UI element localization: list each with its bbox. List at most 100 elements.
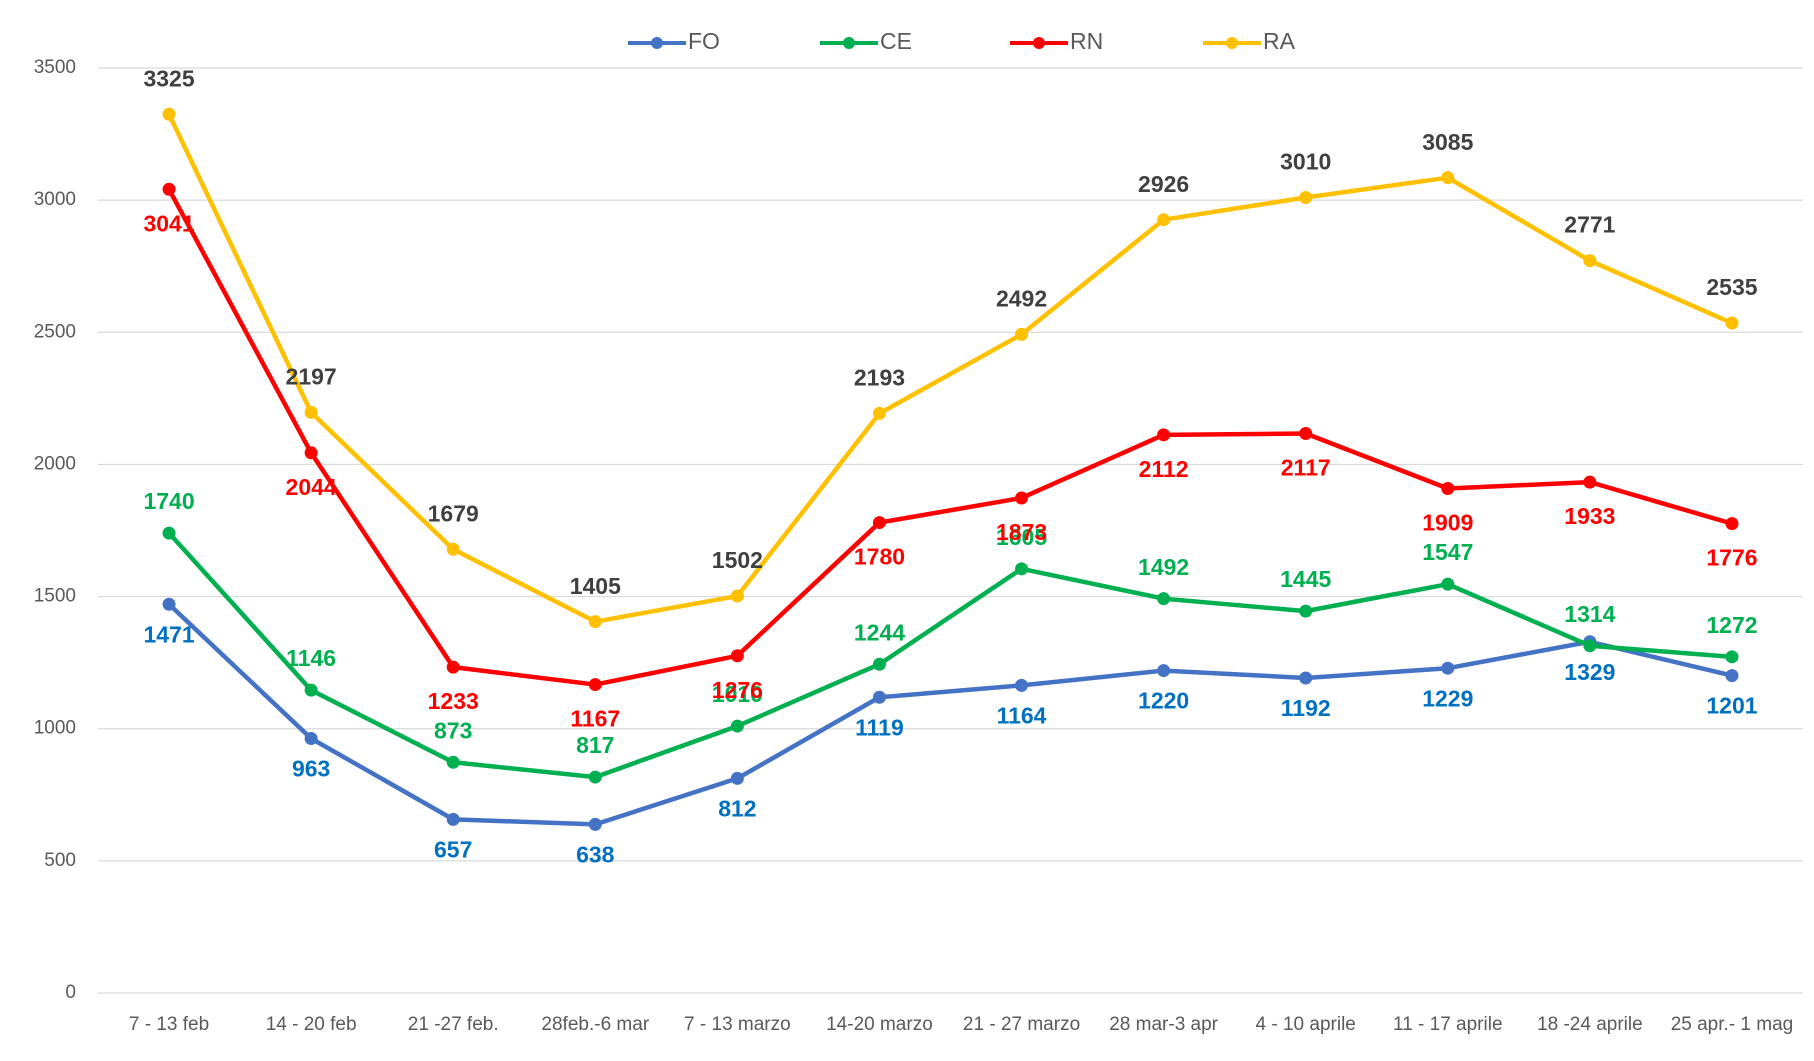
legend-marker	[843, 37, 855, 49]
data-point	[730, 771, 744, 785]
data-label: 1010	[712, 681, 763, 707]
data-point	[1015, 327, 1029, 341]
data-label: 638	[576, 841, 615, 867]
data-label: 1146	[286, 645, 336, 671]
data-point	[730, 589, 744, 603]
data-label: 1909	[1422, 510, 1473, 536]
data-label: 812	[718, 795, 756, 821]
data-label: 1492	[1138, 554, 1189, 580]
data-label: 1740	[143, 488, 194, 514]
data-point	[1441, 661, 1455, 675]
data-point	[1299, 191, 1313, 204]
data-point	[304, 446, 318, 460]
data-point	[446, 812, 460, 826]
x-tick-label: 25 apr.- 1 mag	[1671, 1014, 1794, 1035]
data-label: 1192	[1281, 695, 1331, 721]
data-label: 1164	[997, 702, 1047, 728]
data-point	[304, 683, 318, 697]
y-tick-label: 3500	[34, 57, 76, 78]
data-label: 1314	[1564, 601, 1615, 627]
data-label: 1405	[570, 573, 621, 599]
y-tick-label: 3000	[34, 189, 76, 210]
x-tick-label: 7 - 13 marzo	[684, 1014, 791, 1035]
data-label: 2197	[286, 363, 337, 389]
x-tick-label: 28 mar-3 apr	[1109, 1014, 1218, 1035]
y-tick-label: 1500	[34, 586, 76, 607]
data-label: 1244	[854, 619, 905, 645]
data-point	[1157, 664, 1171, 678]
data-label: 2193	[854, 364, 905, 390]
x-tick-label: 21 -27 feb.	[408, 1014, 499, 1035]
data-label: 2044	[286, 474, 337, 500]
data-label: 657	[434, 836, 472, 862]
data-point	[1441, 481, 1455, 495]
data-label: 2771	[1564, 212, 1615, 238]
data-point	[1299, 671, 1313, 685]
data-point	[1299, 427, 1313, 441]
data-label: 2492	[996, 285, 1047, 311]
x-tick-label: 14-20 marzo	[826, 1014, 933, 1035]
data-label: 1229	[1422, 685, 1473, 711]
data-point	[162, 526, 176, 540]
data-label: 1780	[854, 544, 905, 570]
data-point	[1157, 592, 1171, 606]
data-point	[1725, 669, 1739, 683]
data-label: 873	[434, 717, 472, 743]
data-point	[446, 660, 460, 674]
data-point	[1015, 678, 1029, 692]
legend-label: RN	[1070, 28, 1103, 54]
series-line	[167, 113, 1733, 624]
data-point	[446, 542, 460, 556]
x-tick-label: 4 - 10 aprile	[1256, 1014, 1356, 1035]
data-label: 3041	[143, 210, 194, 236]
data-label: 1329	[1564, 659, 1615, 685]
legend-marker	[651, 37, 663, 49]
data-point	[730, 719, 744, 733]
data-label: 1220	[1138, 688, 1189, 714]
y-tick-label: 2500	[34, 321, 76, 342]
x-tick-label: 18 -24 aprile	[1537, 1014, 1643, 1035]
data-label: 3010	[1280, 149, 1331, 175]
data-label: 2117	[1281, 455, 1331, 481]
data-label: 1119	[855, 714, 904, 740]
series-line	[167, 531, 1733, 780]
data-point	[1725, 316, 1739, 330]
data-point	[1583, 254, 1597, 268]
data-point	[588, 770, 602, 784]
data-label: 1776	[1706, 545, 1757, 571]
data-label: 3085	[1422, 129, 1473, 155]
data-label: 2535	[1706, 274, 1757, 300]
data-label: 1233	[428, 688, 479, 714]
data-point	[1583, 639, 1597, 653]
data-label: 1471	[143, 621, 194, 647]
data-point	[1583, 475, 1597, 489]
legend-marker	[1226, 37, 1238, 49]
series-line	[167, 602, 1733, 827]
y-tick-label: 1000	[34, 718, 76, 739]
legend-label: CE	[880, 28, 912, 54]
data-label: 1502	[712, 547, 763, 573]
data-point	[162, 182, 176, 196]
legend-label: FO	[688, 28, 720, 54]
data-label: 1272	[1706, 612, 1757, 638]
data-point	[588, 678, 602, 692]
data-point	[162, 597, 176, 611]
data-point	[304, 731, 318, 745]
data-point	[872, 406, 886, 420]
x-tick-label: 11 - 17 aprile	[1393, 1014, 1503, 1035]
data-point	[1015, 491, 1029, 505]
data-point	[872, 657, 886, 671]
data-point	[1725, 650, 1739, 664]
data-point	[588, 817, 602, 831]
data-label: 1547	[1422, 539, 1473, 565]
data-label: 1167	[570, 706, 620, 732]
data-point	[1441, 171, 1455, 185]
y-tick-label: 0	[65, 982, 76, 1003]
data-point	[1015, 562, 1029, 576]
data-point	[1725, 517, 1739, 531]
series-line	[167, 188, 1733, 687]
data-label: 963	[292, 756, 330, 782]
data-label: 1605	[996, 524, 1047, 550]
x-tick-label: 7 - 13 feb	[129, 1014, 209, 1035]
